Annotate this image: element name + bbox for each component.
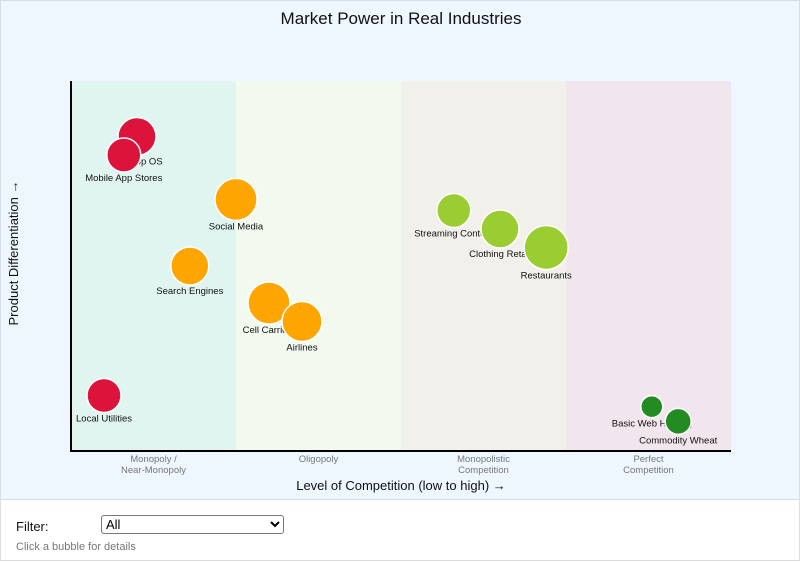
hint-text: Click a bubble for details <box>16 541 136 553</box>
x-axis-label: Level of Competition (low to high) → <box>296 478 506 493</box>
band-label: Perfect <box>633 454 663 465</box>
bubble-label: Streaming Content <box>414 229 494 240</box>
bubble[interactable]: Streaming Content <box>414 192 494 240</box>
bubble-chart: Market Power in Real Industries Monopoly… <box>6 9 731 493</box>
bubble-circle[interactable] <box>664 407 692 436</box>
bubble-label: Clothing Retail <box>469 249 531 260</box>
bubble-label: Airlines <box>286 343 317 354</box>
bubble-circle[interactable] <box>214 177 258 222</box>
bubble-label: Basic Web Hosting <box>612 419 692 430</box>
bubble-label: Mobile App Stores <box>85 173 162 184</box>
controls-panel: Filter: All Click a bubble for details <box>0 500 800 561</box>
bubble[interactable]: Cell Carriers <box>243 281 296 336</box>
bubble-label: Local Utilities <box>76 414 132 425</box>
y-axis-label: Product Differentiation → <box>6 181 21 326</box>
bubble[interactable]: Basic Web Hosting <box>612 394 692 430</box>
band-region <box>566 81 731 451</box>
bubble-circle[interactable] <box>436 192 472 229</box>
bubble[interactable]: Restaurants <box>521 224 572 282</box>
bubble[interactable]: Clothing Retail <box>469 209 531 260</box>
chart-title: Market Power in Real Industries <box>281 9 522 28</box>
bubble-label: Restaurants <box>521 271 572 282</box>
bubble-label: Commodity Wheat <box>639 435 717 446</box>
bubble[interactable]: Search Engines <box>156 246 224 297</box>
bubble[interactable]: Social Media <box>209 177 264 232</box>
chart-panel: Market Power in Real Industries Monopoly… <box>0 0 800 500</box>
bubble-circle[interactable] <box>170 246 210 286</box>
bubble[interactable]: Commodity Wheat <box>639 407 718 446</box>
bubble-label: Social Media <box>209 221 264 232</box>
bubble-circle[interactable] <box>281 300 323 343</box>
bubble[interactable]: Mobile App Stores <box>85 137 163 184</box>
band-label: Near-Monopoly <box>121 465 186 476</box>
bubble-circle[interactable] <box>523 224 569 271</box>
bubble-circle[interactable] <box>106 137 142 173</box>
band-label: Oligopoly <box>299 454 339 465</box>
bubble-circle[interactable] <box>480 209 520 249</box>
band-label: Competition <box>458 465 509 476</box>
bubble-label: Cell Carriers <box>243 325 296 336</box>
bubble-circle[interactable] <box>86 377 122 414</box>
filter-label: Filter: <box>16 519 49 534</box>
bubble-circle[interactable] <box>247 281 291 325</box>
bubble[interactable]: Airlines <box>281 300 323 354</box>
band-label: Monopoly / <box>130 454 177 465</box>
bubble[interactable]: Local Utilities <box>76 377 132 425</box>
bubble-circle[interactable] <box>640 394 664 419</box>
band-label: Monopolistic <box>457 454 510 465</box>
band-label: Competition <box>623 465 674 476</box>
filter-select[interactable]: All <box>101 515 284 534</box>
band-region <box>236 81 401 451</box>
bubble-label: Search Engines <box>156 286 223 297</box>
